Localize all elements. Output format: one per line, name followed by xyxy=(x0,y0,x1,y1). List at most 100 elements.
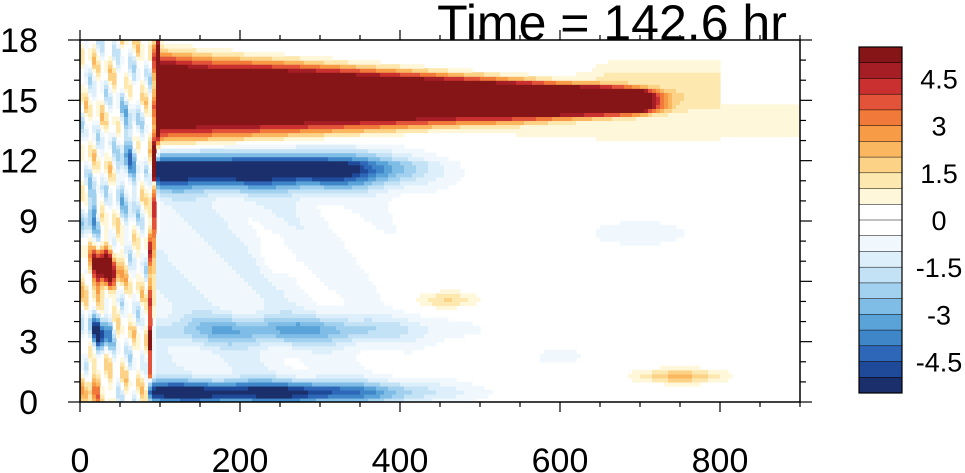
heatmap-cell xyxy=(116,156,121,162)
heatmap-cell xyxy=(344,124,381,130)
heatmap-cell xyxy=(296,373,317,379)
heatmap-cell xyxy=(140,297,149,303)
heatmap-cell xyxy=(144,112,153,118)
heatmap-cell xyxy=(108,188,113,194)
heatmap-cell xyxy=(92,212,97,218)
heatmap-cell xyxy=(380,393,393,399)
heatmap-cell xyxy=(156,369,193,375)
heatmap-cell xyxy=(208,64,273,69)
heatmap-cell xyxy=(336,289,377,294)
heatmap-cell xyxy=(100,52,105,57)
heatmap-cell xyxy=(272,229,333,234)
heatmap-cell xyxy=(88,84,93,89)
heatmap-cell xyxy=(152,309,157,315)
heatmap-cell xyxy=(140,112,145,118)
heatmap-cell xyxy=(92,289,97,294)
heatmap-cell xyxy=(156,361,177,367)
heatmap-cell xyxy=(148,56,153,61)
heatmap-cell xyxy=(96,373,101,379)
heatmap-cell xyxy=(312,176,345,182)
heatmap-cell xyxy=(244,277,269,282)
heatmap-cell xyxy=(152,96,157,101)
heatmap-cell xyxy=(524,120,549,126)
heatmap-cell xyxy=(120,249,125,254)
heatmap-cell xyxy=(364,128,397,134)
heatmap-cell xyxy=(104,84,109,89)
heatmap-cell xyxy=(120,168,125,174)
heatmap-cell xyxy=(136,76,141,81)
heatmap-cell xyxy=(156,269,181,274)
heatmap-cell xyxy=(120,361,125,367)
heatmap-cell xyxy=(92,208,97,214)
heatmap-cell xyxy=(136,128,141,134)
heatmap-cell xyxy=(96,132,101,138)
heatmap-cell xyxy=(272,208,297,214)
heatmap-cell xyxy=(156,353,173,359)
heatmap-cell xyxy=(416,176,437,182)
heatmap-cell xyxy=(156,273,185,278)
heatmap-cell xyxy=(196,196,217,202)
heatmap-cell xyxy=(140,164,145,170)
heatmap-cell xyxy=(388,160,401,166)
y-tick-label: 18 xyxy=(0,22,38,60)
heatmap-cell xyxy=(112,349,117,355)
heatmap-cell xyxy=(108,289,117,294)
heatmap-cell xyxy=(152,172,157,178)
heatmap-cell xyxy=(84,212,89,218)
heatmap-cell xyxy=(652,104,657,109)
heatmap-cell xyxy=(288,132,325,138)
heatmap-cell xyxy=(120,192,125,198)
heatmap-cell xyxy=(100,216,105,222)
heatmap-cell xyxy=(104,92,109,97)
heatmap-cell xyxy=(368,176,377,182)
x-tick-label: 800 xyxy=(692,442,749,473)
heatmap-cell xyxy=(108,192,113,198)
heatmap-cell xyxy=(144,160,149,166)
heatmap-cell xyxy=(156,120,305,126)
heatmap-cell xyxy=(172,321,189,327)
heatmap-cell xyxy=(400,321,421,327)
heatmap-cell xyxy=(104,253,109,258)
heatmap-cell xyxy=(244,241,261,246)
heatmap-cell xyxy=(668,373,693,379)
heatmap-cell xyxy=(152,152,157,158)
heatmap-cell xyxy=(136,337,141,343)
heatmap-cell xyxy=(104,156,113,162)
heatmap-cell xyxy=(116,309,121,315)
heatmap-cell xyxy=(164,44,193,49)
heatmap-cell xyxy=(136,333,141,339)
heatmap-cell xyxy=(156,152,161,158)
heatmap-cell xyxy=(152,208,157,214)
heatmap-cell xyxy=(128,277,133,282)
heatmap-cell xyxy=(100,204,105,210)
heatmap-cell xyxy=(152,180,157,186)
heatmap-cell xyxy=(164,249,217,254)
heatmap-cell xyxy=(124,120,129,126)
heatmap-cell xyxy=(84,305,89,311)
heatmap-cell xyxy=(92,44,97,49)
heatmap-cell xyxy=(88,48,93,53)
heatmap-cell xyxy=(92,285,97,290)
heatmap-cell xyxy=(120,88,125,93)
x-tick-label: 0 xyxy=(71,442,90,473)
heatmap-cell xyxy=(116,253,125,258)
heatmap-cell xyxy=(112,237,117,242)
heatmap-cell xyxy=(360,120,397,126)
heatmap-cell xyxy=(136,168,141,174)
heatmap-cell xyxy=(148,168,153,174)
heatmap-cell xyxy=(96,249,101,254)
heatmap-cell xyxy=(644,88,649,93)
heatmap-cell xyxy=(140,385,145,391)
heatmap-cell xyxy=(376,192,401,198)
heatmap-cell xyxy=(176,361,229,367)
heatmap-cell xyxy=(92,92,97,97)
heatmap-cell xyxy=(92,56,97,61)
heatmap-cell xyxy=(88,269,93,274)
heatmap-cell xyxy=(84,221,89,226)
heatmap-cell xyxy=(152,241,157,246)
heatmap-cell xyxy=(80,100,85,105)
heatmap-cell xyxy=(96,253,101,258)
heatmap-cell xyxy=(104,281,109,286)
heatmap-cell xyxy=(348,160,361,166)
heatmap-cell xyxy=(136,277,145,282)
